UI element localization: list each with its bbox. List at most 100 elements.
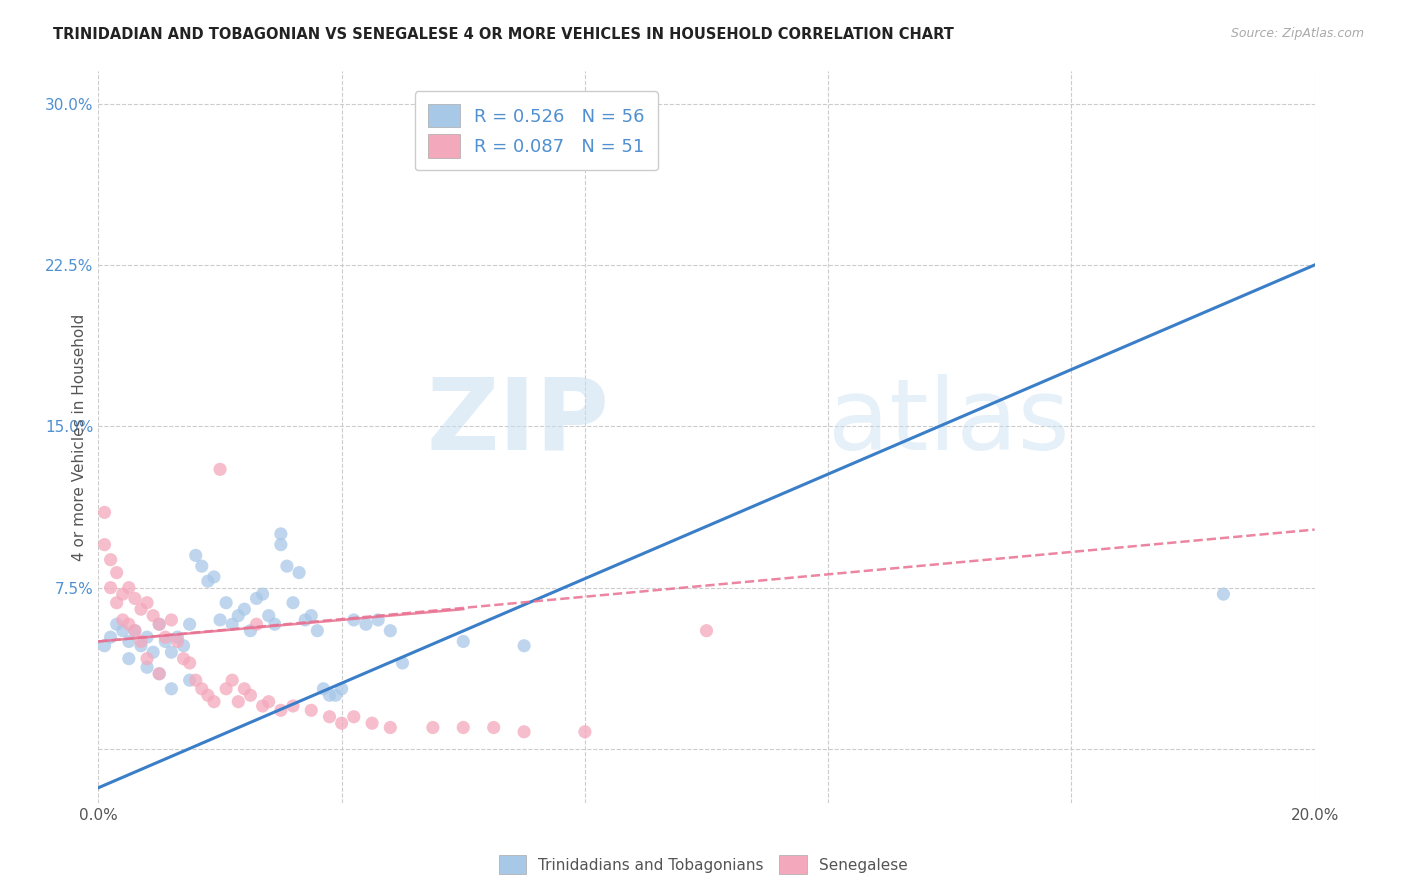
Point: [136, 651, 159, 665]
Point: [270, 527, 292, 541]
Point: [129, 639, 152, 653]
Point: [105, 617, 128, 632]
Point: [252, 698, 274, 713]
Point: [270, 538, 292, 552]
Point: [118, 581, 141, 595]
Point: [93, 639, 115, 653]
Point: [281, 698, 304, 713]
Point: [173, 639, 195, 653]
Point: [574, 107, 596, 121]
Point: [105, 566, 128, 580]
Point: [202, 695, 225, 709]
Point: [325, 688, 347, 702]
Point: [221, 617, 243, 632]
Point: [634, 139, 657, 153]
Point: [330, 716, 353, 731]
Point: [148, 617, 170, 632]
Point: [245, 591, 267, 606]
Point: [100, 630, 122, 644]
Point: [299, 703, 322, 717]
Point: [252, 587, 274, 601]
Point: [148, 666, 170, 681]
Point: [129, 602, 152, 616]
Point: [453, 721, 475, 735]
Point: [111, 587, 134, 601]
Point: [380, 624, 402, 638]
Point: [142, 645, 165, 659]
Point: [513, 724, 536, 739]
Point: [215, 596, 238, 610]
Text: Source: ZipAtlas.com: Source: ZipAtlas.com: [1230, 27, 1364, 40]
Legend: R = 0.526   N = 56, R = 0.087   N = 51: R = 0.526 N = 56, R = 0.087 N = 51: [415, 91, 658, 170]
Point: [288, 566, 311, 580]
Point: [239, 688, 262, 702]
Point: [330, 681, 353, 696]
Point: [257, 608, 280, 623]
Point: [124, 624, 146, 638]
Point: [118, 634, 141, 648]
Point: [118, 651, 141, 665]
Point: [179, 617, 201, 632]
Point: [160, 681, 183, 696]
Point: [239, 624, 262, 638]
Point: [166, 634, 188, 648]
Point: [118, 617, 141, 632]
Text: ZIP: ZIP: [426, 374, 609, 471]
Point: [221, 673, 243, 688]
Text: atlas: atlas: [828, 374, 1070, 471]
Point: [574, 724, 596, 739]
Point: [263, 617, 285, 632]
Point: [307, 624, 329, 638]
Point: [257, 695, 280, 709]
Point: [142, 608, 165, 623]
Point: [380, 721, 402, 735]
Point: [270, 703, 292, 717]
Point: [124, 624, 146, 638]
Legend: Trinidadians and Tobagonians, Senegalese: Trinidadians and Tobagonians, Senegalese: [492, 849, 914, 880]
Point: [245, 617, 267, 632]
Point: [136, 596, 159, 610]
Point: [226, 608, 249, 623]
Point: [202, 570, 225, 584]
Point: [93, 505, 115, 519]
Point: [209, 462, 232, 476]
Point: [173, 651, 195, 665]
Point: [482, 721, 505, 735]
Point: [136, 660, 159, 674]
Point: [233, 602, 256, 616]
Point: [226, 695, 249, 709]
Point: [111, 624, 134, 638]
Point: [312, 681, 335, 696]
Point: [233, 681, 256, 696]
Point: [93, 538, 115, 552]
Point: [111, 613, 134, 627]
Point: [160, 645, 183, 659]
Point: [215, 681, 238, 696]
Text: TRINIDADIAN AND TOBAGONIAN VS SENEGALESE 4 OR MORE VEHICLES IN HOUSEHOLD CORRELA: TRINIDADIAN AND TOBAGONIAN VS SENEGALESE…: [53, 27, 955, 42]
Point: [1212, 587, 1234, 601]
Point: [184, 673, 207, 688]
Point: [422, 721, 444, 735]
Point: [148, 666, 170, 681]
Point: [354, 617, 377, 632]
Point: [184, 549, 207, 563]
Point: [191, 681, 214, 696]
Point: [179, 673, 201, 688]
Point: [136, 630, 159, 644]
Point: [155, 630, 177, 644]
Point: [100, 552, 122, 566]
Point: [148, 617, 170, 632]
Point: [513, 639, 536, 653]
Point: [124, 591, 146, 606]
Point: [100, 581, 122, 595]
Y-axis label: 4 or more Vehicles in Household: 4 or more Vehicles in Household: [72, 313, 87, 561]
Point: [155, 634, 177, 648]
Point: [160, 613, 183, 627]
Point: [343, 710, 366, 724]
Point: [166, 630, 188, 644]
Point: [361, 716, 384, 731]
Point: [209, 613, 232, 627]
Point: [696, 624, 718, 638]
Point: [318, 710, 340, 724]
Point: [276, 559, 298, 574]
